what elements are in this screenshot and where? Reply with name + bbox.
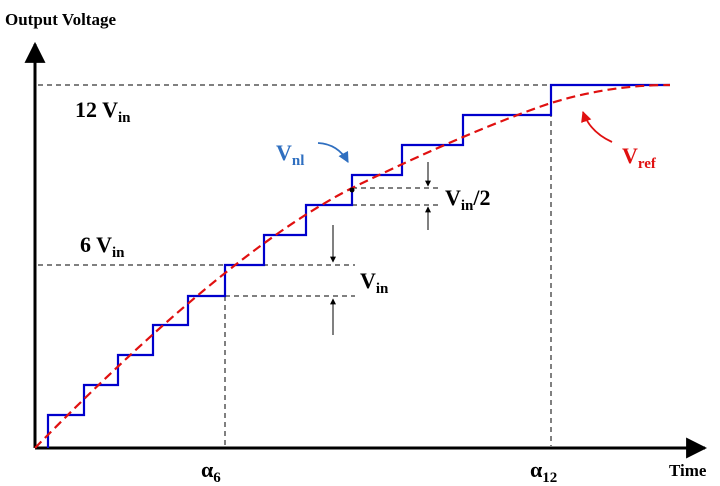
vref-label: Vref [622, 143, 657, 172]
vnl-label: Vnl [276, 140, 304, 169]
level-6vin-label: 6 Vin [80, 232, 125, 261]
alpha6-label: α6 [201, 457, 221, 486]
level-12vin-label: 12 Vin [75, 97, 131, 126]
vnl-staircase [46, 83, 670, 448]
x-axis-label: Time [669, 461, 707, 480]
y-axis-label: Output Voltage [5, 10, 116, 29]
vref-curve [34, 83, 671, 449]
vnl-pointer-arrow [317, 142, 349, 163]
vref-pointer-arrow [581, 110, 613, 143]
guide-lines [38, 84, 552, 446]
vin-step-label: Vin [360, 268, 389, 297]
vin-half-label: Vin/2 [445, 185, 491, 214]
alpha12-label: α12 [530, 457, 557, 486]
vnl-sample-dot [349, 187, 355, 193]
